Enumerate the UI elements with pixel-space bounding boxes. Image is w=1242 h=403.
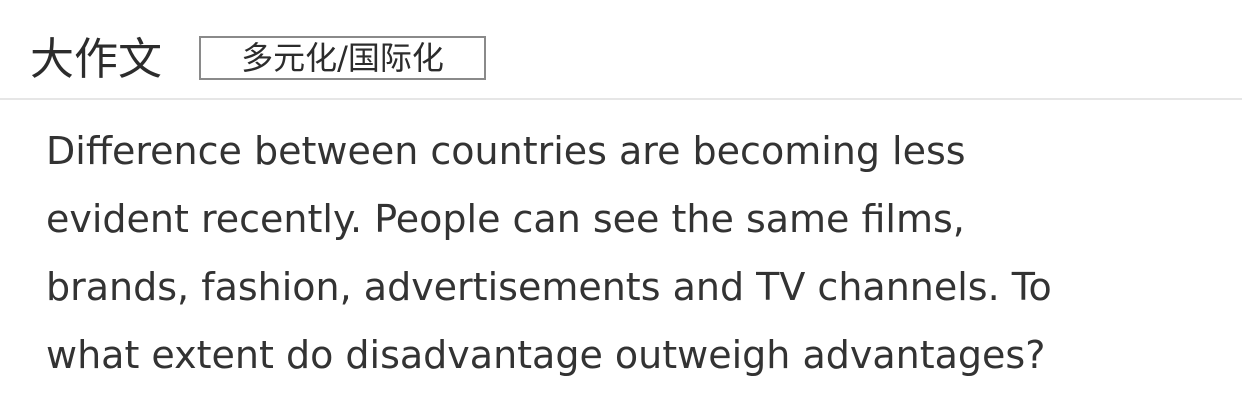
header-bar: 大作文 多元化/国际化 xyxy=(0,0,1242,100)
topic-tag: 多元化/国际化 xyxy=(199,36,486,80)
prompt-line: Difference between countries are becomin… xyxy=(46,129,966,173)
prompt-line: evident recently. People can see the sam… xyxy=(46,197,965,241)
essay-prompt: Difference between countries are becomin… xyxy=(46,121,1206,393)
prompt-line: what extent do disadvantage outweigh adv… xyxy=(46,333,1046,377)
prompt-line: brands, fashion, advertisements and TV c… xyxy=(46,265,1052,309)
page-title: 大作文 xyxy=(30,34,162,85)
